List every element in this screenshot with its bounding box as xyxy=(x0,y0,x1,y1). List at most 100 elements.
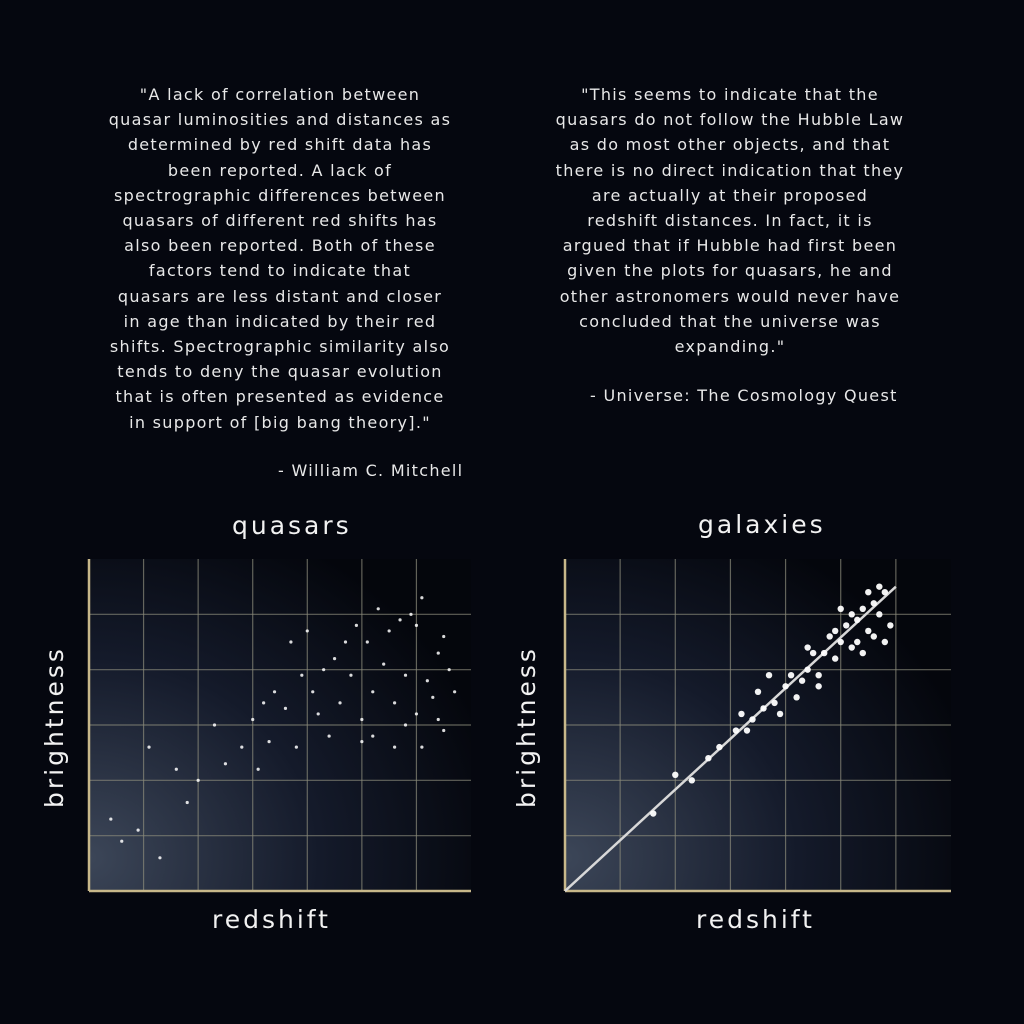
galaxies-data-point xyxy=(815,683,822,690)
quasars-data-point xyxy=(453,690,457,694)
galaxies-data-point xyxy=(804,644,811,651)
galaxies-data-point xyxy=(865,627,872,635)
quasars-data-point xyxy=(147,745,151,749)
quasars-x-axis-label: redshift xyxy=(212,905,331,934)
quasars-data-point xyxy=(300,673,304,677)
galaxies-data-point xyxy=(738,710,745,718)
galaxies-data-point xyxy=(854,616,861,624)
quasars-data-point xyxy=(256,767,260,771)
quasars-y-axis-label: brightness xyxy=(40,646,69,808)
quasars-data-point xyxy=(289,640,293,644)
quasars-data-point xyxy=(376,607,380,611)
galaxies-data-point xyxy=(793,694,800,701)
galaxies-data-point xyxy=(859,605,866,612)
galaxies-data-point xyxy=(876,611,883,618)
galaxies-chart-title: galaxies xyxy=(698,510,826,539)
quasars-data-point xyxy=(436,717,440,722)
quasars-data-point xyxy=(382,662,386,666)
quasars-data-point xyxy=(393,745,397,749)
galaxies-data-point xyxy=(854,638,861,646)
galaxies-data-point xyxy=(650,810,657,817)
quasars-data-point xyxy=(431,695,435,699)
quasars-data-point xyxy=(196,778,200,782)
quasars-data-point xyxy=(387,629,391,633)
galaxies-data-point xyxy=(848,644,855,651)
quasars-data-point xyxy=(305,629,309,633)
galaxies-data-point xyxy=(870,600,877,607)
quasars-data-point xyxy=(403,723,408,727)
galaxies-data-point xyxy=(876,583,883,590)
galaxies-data-point xyxy=(881,589,889,596)
quasars-data-point xyxy=(158,856,162,860)
quasars-data-point xyxy=(403,673,408,677)
quasars-data-point xyxy=(360,717,364,722)
quasars-data-point xyxy=(294,745,298,749)
galaxies-data-point xyxy=(837,605,844,612)
quasars-data-point xyxy=(343,640,348,644)
quasars-data-point xyxy=(354,623,358,627)
galaxies-data-point xyxy=(754,688,762,695)
galaxies-data-point xyxy=(815,672,822,679)
quasars-data-point xyxy=(349,673,353,677)
quasars-scatter-plot xyxy=(87,559,471,893)
quasars-data-point xyxy=(371,734,375,738)
galaxies-data-point xyxy=(688,777,696,784)
galaxies-data-point xyxy=(881,638,889,646)
quasars-data-point xyxy=(393,701,397,705)
quasars-data-point xyxy=(109,817,113,821)
quasars-data-point xyxy=(338,701,342,705)
quasars-data-point xyxy=(311,690,315,694)
galaxies-data-point xyxy=(765,672,773,679)
galaxies-data-point xyxy=(832,627,839,635)
quasars-data-point xyxy=(371,690,375,694)
galaxies-data-point xyxy=(887,622,894,629)
quasars-data-point xyxy=(420,596,424,600)
galaxies-data-point xyxy=(732,727,740,734)
quasars-data-point xyxy=(174,767,178,771)
quasars-data-point xyxy=(223,762,228,766)
quasars-data-point xyxy=(262,701,266,705)
quasars-data-point xyxy=(398,618,402,622)
quasars-data-point xyxy=(251,717,255,722)
galaxies-data-point xyxy=(776,710,784,718)
galaxies-data-point xyxy=(771,699,778,707)
quasars-data-point xyxy=(442,634,446,639)
quasars-data-point xyxy=(185,800,189,805)
quasars-data-point xyxy=(425,679,429,683)
quote-right-attribution: - Universe: The Cosmology Quest xyxy=(590,386,898,405)
galaxies-data-point xyxy=(787,672,795,679)
quasars-data-point xyxy=(447,668,451,672)
quasars-data-point xyxy=(414,623,419,627)
galaxies-data-point xyxy=(749,716,756,723)
quasars-data-point xyxy=(436,651,440,655)
galaxies-data-point xyxy=(798,677,806,684)
galaxies-data-point xyxy=(820,649,828,657)
quasars-data-point xyxy=(414,712,419,716)
quasars-data-point xyxy=(327,734,331,738)
quasars-data-point xyxy=(360,740,364,744)
quasars-data-point xyxy=(272,690,277,694)
quasars-data-point xyxy=(240,745,244,749)
quasars-chart-title: quasars xyxy=(232,511,352,540)
galaxies-data-point xyxy=(743,727,751,734)
galaxies-data-point xyxy=(832,655,839,662)
quasars-data-point xyxy=(409,612,413,616)
quasars-data-point xyxy=(322,668,326,672)
quasars-data-point xyxy=(283,706,288,710)
galaxies-data-point xyxy=(804,666,811,673)
galaxies-data-point xyxy=(843,622,850,629)
galaxies-data-point xyxy=(837,638,844,646)
galaxies-data-point xyxy=(782,683,789,690)
galaxies-data-point xyxy=(716,743,723,751)
quasars-data-point xyxy=(212,723,217,727)
quasars-data-point xyxy=(267,740,271,744)
galaxies-data-point xyxy=(848,611,855,618)
galaxies-y-axis-label: brightness xyxy=(512,646,541,808)
quasars-data-point xyxy=(442,728,446,733)
galaxies-data-point xyxy=(809,649,817,657)
galaxies-scatter-plot xyxy=(563,559,951,893)
quasars-data-point xyxy=(332,657,337,661)
galaxies-data-point xyxy=(826,633,833,640)
galaxies-data-point xyxy=(760,705,767,712)
quote-left: "A lack of correlation between quasar lu… xyxy=(108,85,452,432)
